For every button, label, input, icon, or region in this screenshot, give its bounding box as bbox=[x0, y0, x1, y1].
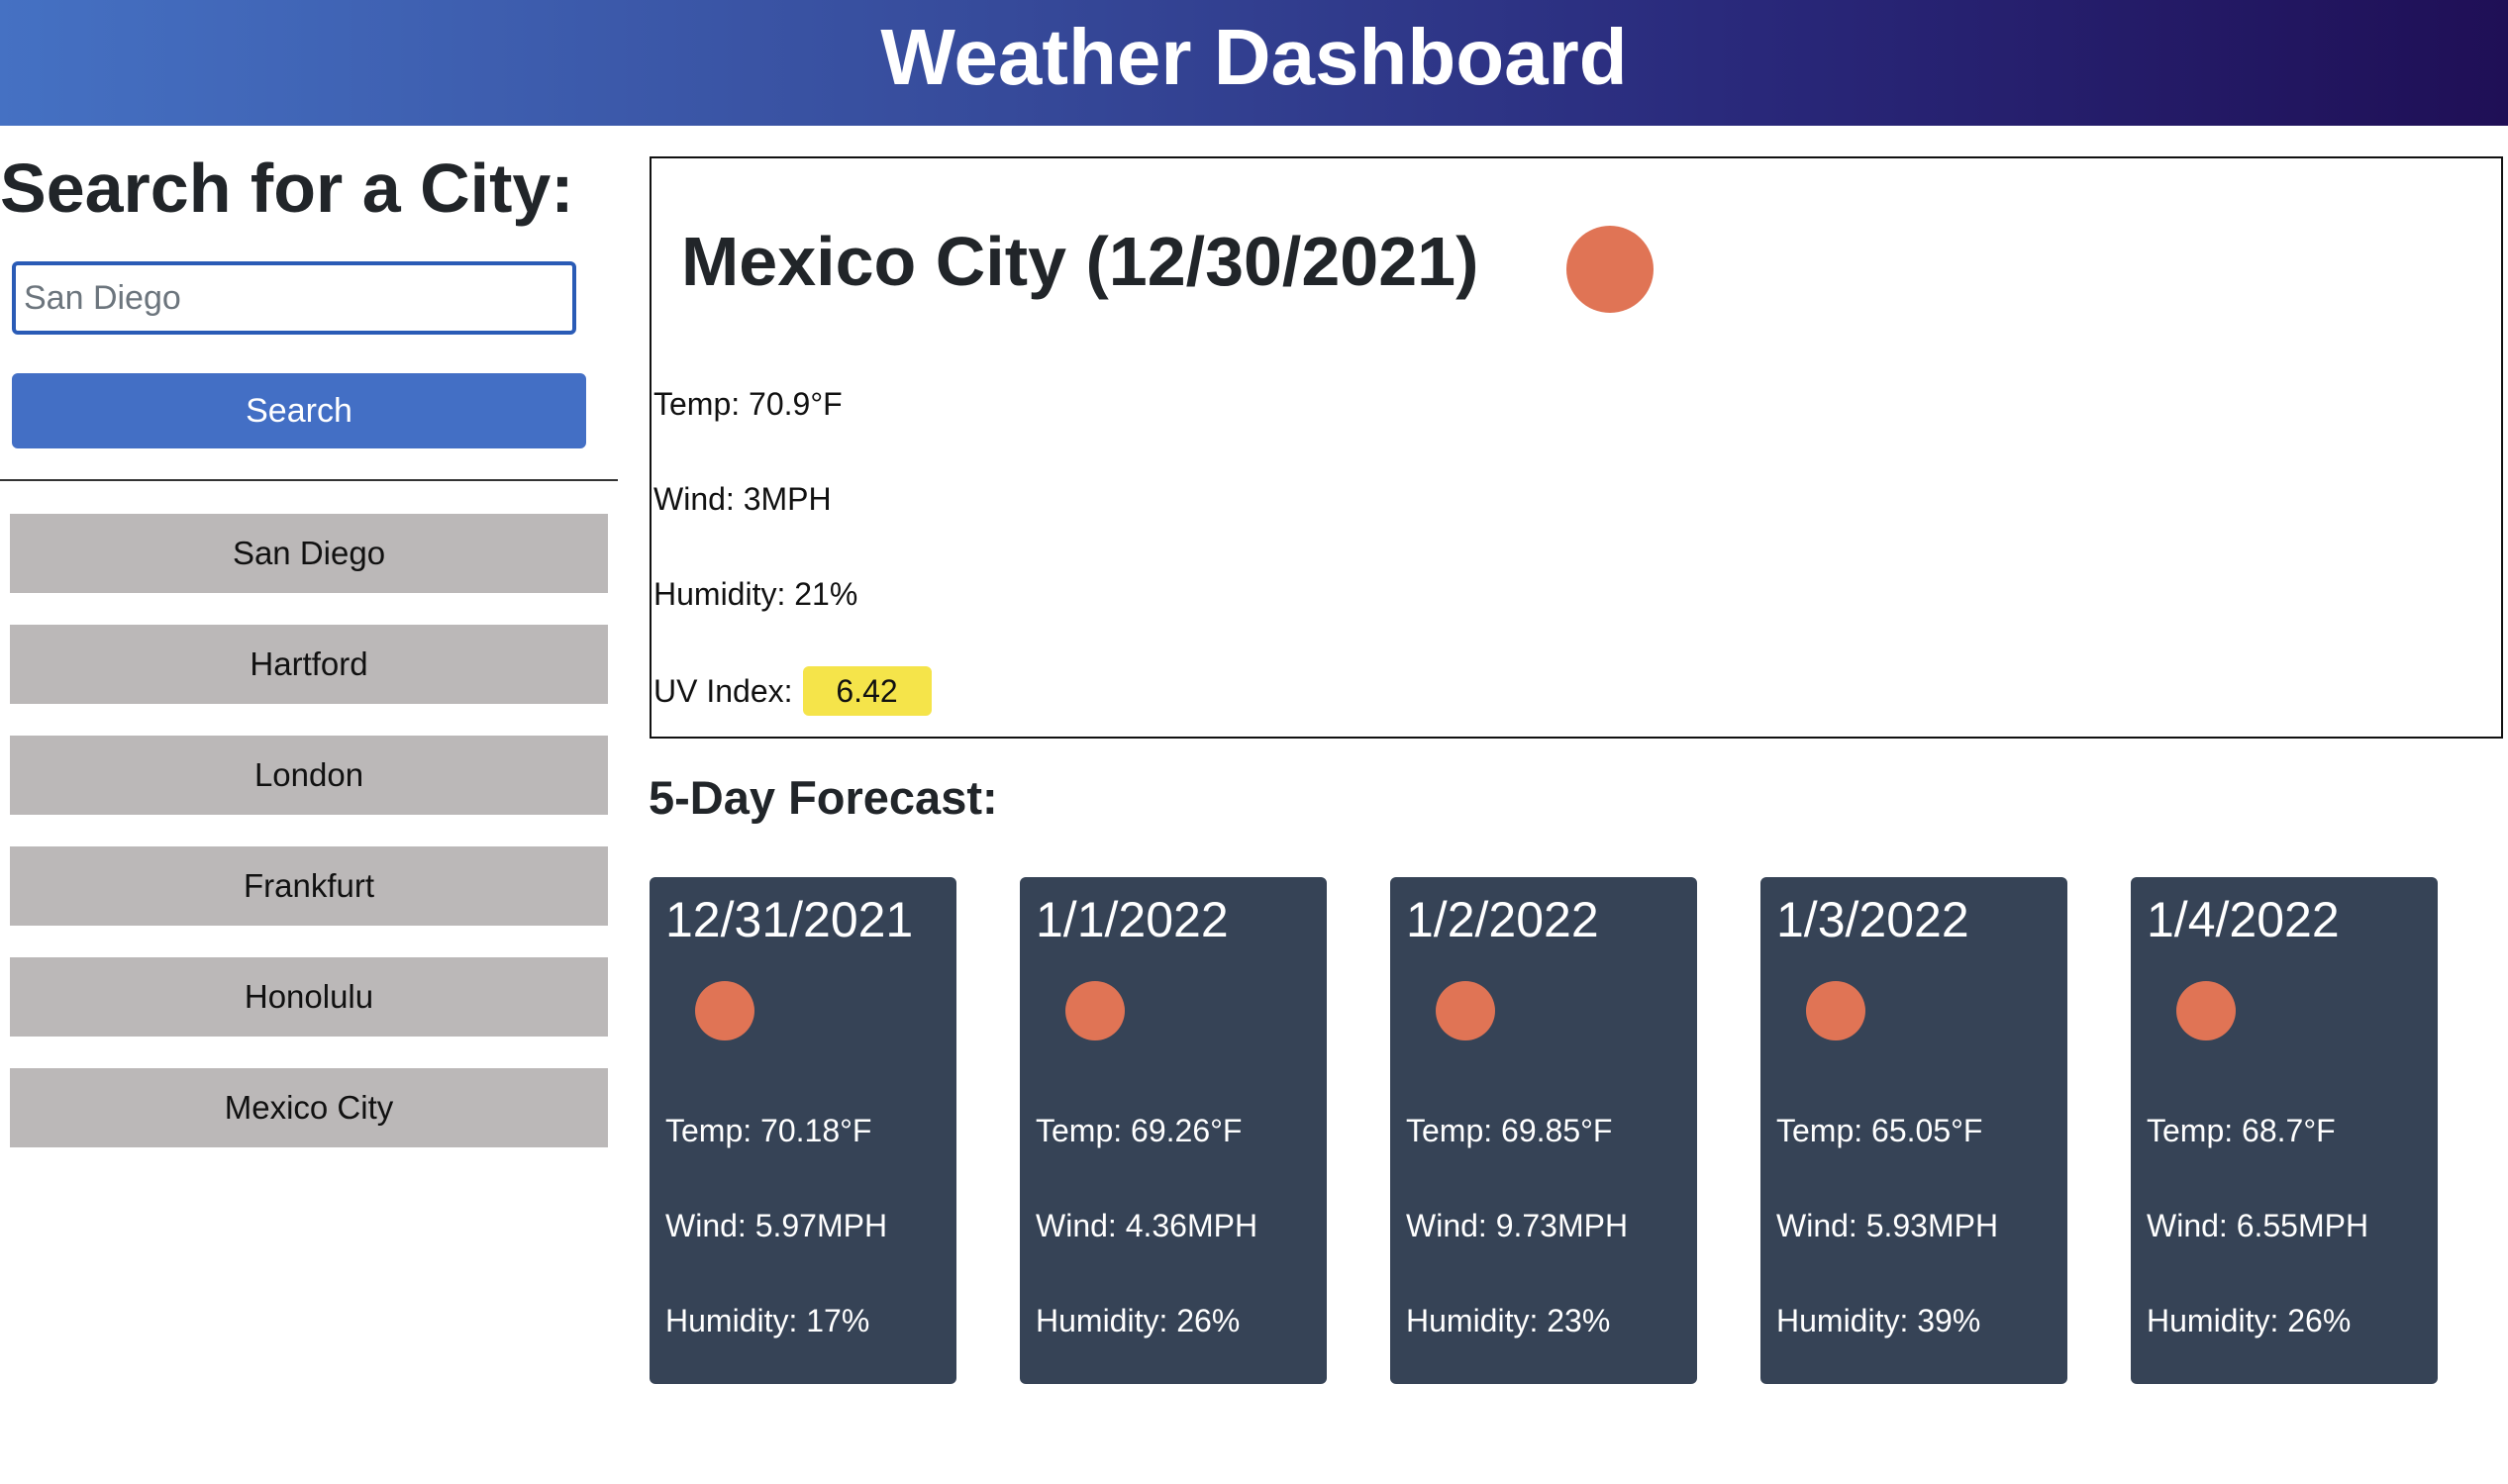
forecast-date: 1/4/2022 bbox=[2147, 892, 2340, 947]
current-temp: Temp: 70.9°F bbox=[653, 386, 843, 422]
forecast-card: 1/3/2022 Temp: 65.05°F Wind: 5.93MPH Hum… bbox=[1760, 877, 2067, 1384]
forecast-wind: Wind: 9.73MPH bbox=[1406, 1208, 1629, 1243]
forecast-humidity: Humidity: 26% bbox=[1036, 1303, 1241, 1338]
sun-icon bbox=[1065, 981, 1125, 1040]
search-history-list: San Diego Hartford London Frankfurt Hono… bbox=[10, 514, 608, 1179]
sun-icon bbox=[1566, 226, 1654, 313]
current-humidity: Humidity: 21% bbox=[653, 576, 858, 612]
sun-icon bbox=[1806, 981, 1865, 1040]
forecast-card: 12/31/2021 Temp: 70.18°F Wind: 5.97MPH H… bbox=[650, 877, 956, 1384]
history-item-hartford[interactable]: Hartford bbox=[10, 625, 608, 704]
forecast-humidity: Humidity: 39% bbox=[1776, 1303, 1981, 1338]
history-item-frankfurt[interactable]: Frankfurt bbox=[10, 846, 608, 926]
page-title: Weather Dashboard bbox=[880, 12, 1628, 101]
forecast-humidity: Humidity: 26% bbox=[2147, 1303, 2352, 1338]
forecast-temp: Temp: 69.85°F bbox=[1406, 1113, 1613, 1148]
forecast-card: 1/1/2022 Temp: 69.26°F Wind: 4.36MPH Hum… bbox=[1020, 877, 1327, 1384]
history-item-mexico-city[interactable]: Mexico City bbox=[10, 1068, 608, 1147]
sun-icon bbox=[2176, 981, 2236, 1040]
current-city-title: Mexico City (12/30/2021) bbox=[681, 223, 1479, 300]
sun-icon bbox=[1436, 981, 1495, 1040]
search-heading: Search for a City: bbox=[0, 149, 574, 227]
forecast-temp: Temp: 65.05°F bbox=[1776, 1113, 1983, 1148]
search-button[interactable]: Search bbox=[12, 373, 586, 448]
uv-index-row: UV Index: 6.42 bbox=[653, 666, 932, 716]
current-weather-panel: Mexico City (12/30/2021) Temp: 70.9°F Wi… bbox=[650, 156, 2503, 739]
forecast-date: 1/2/2022 bbox=[1406, 892, 1599, 947]
sidebar-divider bbox=[0, 479, 618, 481]
uv-index-label: UV Index: bbox=[653, 672, 793, 709]
forecast-humidity: Humidity: 23% bbox=[1406, 1303, 1611, 1338]
forecast-date: 12/31/2021 bbox=[665, 892, 914, 947]
forecast-temp: Temp: 69.26°F bbox=[1036, 1113, 1243, 1148]
history-item-honolulu[interactable]: Honolulu bbox=[10, 957, 608, 1037]
forecast-wind: Wind: 6.55MPH bbox=[2147, 1208, 2369, 1243]
forecast-row: 12/31/2021 Temp: 70.18°F Wind: 5.97MPH H… bbox=[650, 877, 2438, 1384]
history-item-san-diego[interactable]: San Diego bbox=[10, 514, 608, 593]
forecast-date: 1/3/2022 bbox=[1776, 892, 1969, 947]
forecast-date: 1/1/2022 bbox=[1036, 892, 1229, 947]
forecast-card: 1/2/2022 Temp: 69.85°F Wind: 9.73MPH Hum… bbox=[1390, 877, 1697, 1384]
uv-index-badge: 6.42 bbox=[802, 666, 932, 716]
forecast-wind: Wind: 5.93MPH bbox=[1776, 1208, 1999, 1243]
sun-icon bbox=[695, 981, 754, 1040]
forecast-humidity: Humidity: 17% bbox=[665, 1303, 870, 1338]
page-header: Weather Dashboard bbox=[0, 0, 2508, 126]
forecast-wind: Wind: 5.97MPH bbox=[665, 1208, 888, 1243]
forecast-wind: Wind: 4.36MPH bbox=[1036, 1208, 1258, 1243]
search-input[interactable] bbox=[12, 261, 576, 335]
forecast-card: 1/4/2022 Temp: 68.7°F Wind: 6.55MPH Humi… bbox=[2131, 877, 2438, 1384]
forecast-temp: Temp: 70.18°F bbox=[665, 1113, 872, 1148]
history-item-london[interactable]: London bbox=[10, 736, 608, 815]
current-wind: Wind: 3MPH bbox=[653, 481, 832, 517]
forecast-temp: Temp: 68.7°F bbox=[2147, 1113, 2336, 1148]
forecast-heading: 5-Day Forecast: bbox=[649, 771, 998, 824]
